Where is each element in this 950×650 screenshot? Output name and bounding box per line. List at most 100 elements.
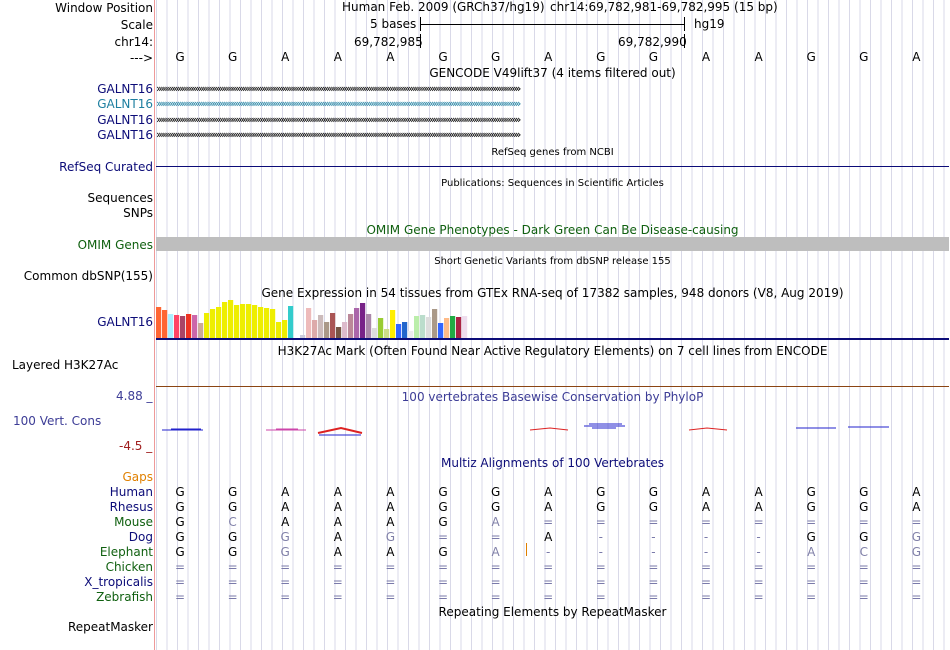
gencode-transcript-3[interactable]: ››››››››››››››››››››››››››››››››››››››››… — [156, 115, 521, 125]
omim-label[interactable]: OMIM Genes — [77, 238, 153, 252]
gtex-tissue-bar[interactable] — [414, 316, 420, 338]
gtex-tissue-bar[interactable] — [462, 316, 468, 338]
scale-label[interactable]: Scale — [120, 18, 153, 32]
species-label-mouse[interactable]: Mouse — [114, 515, 153, 529]
gtex-tissue-bar[interactable] — [318, 315, 324, 338]
gtex-tissue-bar[interactable] — [198, 323, 204, 338]
gencode-transcript-4[interactable]: ››››››››››››››››››››››››››››››››››››››››… — [156, 130, 521, 140]
gtex-tissue-bar[interactable] — [162, 310, 168, 338]
gtex-tissue-bar[interactable] — [276, 322, 282, 338]
gtex-tissue-bar[interactable] — [450, 316, 456, 338]
gencode-label-2[interactable]: GALNT16 — [97, 97, 153, 111]
chr-label[interactable]: chr14: — [114, 35, 153, 49]
gtex-tissue-bar[interactable] — [264, 308, 270, 338]
gtex-tissue-bar[interactable] — [306, 308, 312, 338]
ruler-base: A — [912, 50, 921, 64]
gtex-tissue-bar[interactable] — [336, 327, 342, 338]
gtex-tissue-bar[interactable] — [354, 308, 360, 338]
gencode-label-1[interactable]: GALNT16 — [97, 82, 153, 96]
multiz-title[interactable]: Multiz Alignments of 100 Vertebrates — [440, 456, 665, 470]
gtex-tissue-bar[interactable] — [330, 313, 336, 338]
gtex-tissue-bar[interactable] — [180, 316, 186, 338]
gtex-tissue-bar[interactable] — [258, 307, 264, 338]
gtex-tissue-bar[interactable] — [372, 328, 378, 338]
publications-label-sequences[interactable]: Sequences — [87, 191, 153, 205]
gtex-tissue-bar[interactable] — [156, 307, 162, 338]
gtex-tissue-bar[interactable] — [426, 317, 432, 338]
phylop-label[interactable]: 100 Vert. Cons — [13, 414, 102, 428]
species-label-rhesus[interactable]: Rhesus — [109, 500, 153, 514]
phylop-title[interactable]: 100 vertebrates Basewise Conservation by… — [401, 390, 704, 404]
species-label-x_tropicalis[interactable]: X_tropicalis — [84, 575, 153, 589]
omim-feature-bar[interactable] — [156, 237, 949, 251]
gencode-label-3[interactable]: GALNT16 — [97, 113, 153, 127]
repeatmasker-title[interactable]: Repeating Elements by RepeatMasker — [438, 605, 667, 619]
gtex-tissue-bar[interactable] — [288, 306, 294, 338]
gtex-tissue-bar[interactable] — [204, 313, 210, 338]
gtex-tissue-bar[interactable] — [444, 318, 450, 338]
gtex-tissue-bar[interactable] — [174, 315, 180, 338]
gtex-tissue-bar[interactable] — [252, 305, 258, 338]
species-label-zebrafish[interactable]: Zebrafish — [96, 590, 153, 604]
alignment-base: G — [859, 500, 869, 514]
gaps-label[interactable]: Gaps — [122, 470, 153, 484]
gtex-tissue-bar[interactable] — [270, 309, 276, 338]
gencode-title[interactable]: GENCODE V49lift37 (4 items filtered out) — [429, 66, 676, 80]
gtex-title[interactable]: Gene Expression in 54 tissues from GTEx … — [261, 286, 844, 300]
gtex-tissue-bar[interactable] — [192, 315, 198, 338]
gtex-tissue-bar[interactable] — [216, 307, 222, 338]
gtex-tissue-bar[interactable] — [360, 303, 366, 338]
gtex-tissue-bar[interactable] — [324, 322, 330, 338]
gtex-tissue-bar[interactable] — [342, 322, 348, 338]
gtex-tissue-bar[interactable] — [186, 314, 192, 338]
gtex-tissue-bar[interactable] — [432, 309, 438, 338]
omim-title[interactable]: OMIM Gene Phenotypes - Dark Green Can Be… — [366, 223, 739, 237]
gtex-bar-chart[interactable] — [156, 298, 949, 341]
gtex-tissue-bar[interactable] — [312, 320, 318, 338]
gtex-tissue-bar[interactable] — [240, 304, 246, 338]
coordinates-text: chr14:69,782,981-69,782,995 (15 bp) — [550, 0, 778, 14]
gtex-label[interactable]: GALNT16 — [97, 315, 153, 329]
species-label-human[interactable]: Human — [109, 485, 153, 499]
gtex-tissue-bar[interactable] — [246, 304, 252, 338]
gtex-tissue-bar[interactable] — [234, 305, 240, 338]
publications-label-snps[interactable]: SNPs — [123, 206, 153, 220]
gtex-tissue-bar[interactable] — [396, 324, 402, 338]
refseq-label[interactable]: RefSeq Curated — [59, 160, 153, 174]
gtex-tissue-bar[interactable] — [456, 317, 462, 338]
dbsnp-title[interactable]: Short Genetic Variants from dbSNP releas… — [434, 256, 671, 267]
gencode-label-4[interactable]: GALNT16 — [97, 128, 153, 142]
gtex-tissue-bar[interactable] — [384, 329, 390, 338]
gencode-transcript-1[interactable]: ››››››››››››››››››››››››››››››››››››››››… — [156, 84, 521, 94]
species-label-chicken[interactable]: Chicken — [105, 560, 153, 574]
refseq-gene-line[interactable] — [156, 166, 949, 167]
gtex-tissue-bar[interactable] — [300, 335, 306, 338]
strand-arrow-label[interactable]: ---> — [129, 51, 153, 65]
publications-title[interactable]: Publications: Sequences in Scientific Ar… — [441, 178, 664, 189]
gtex-tissue-bar[interactable] — [408, 331, 414, 338]
gtex-tissue-bar[interactable] — [438, 323, 444, 338]
h3k27ac-label[interactable]: Layered H3K27Ac — [12, 358, 119, 372]
gtex-tissue-bar[interactable] — [378, 318, 384, 338]
gtex-tissue-bar[interactable] — [168, 314, 174, 338]
gtex-tissue-bar[interactable] — [228, 300, 234, 338]
gtex-tissue-bar[interactable] — [402, 322, 408, 338]
gtex-tissue-bar[interactable] — [420, 315, 426, 338]
gtex-tissue-bar[interactable] — [222, 302, 228, 338]
gtex-tissue-bar[interactable] — [210, 309, 216, 338]
gtex-tissue-bar[interactable] — [348, 314, 354, 338]
gtex-tissue-bar[interactable] — [366, 314, 372, 338]
gtex-tissue-bar[interactable] — [294, 336, 300, 338]
gtex-tissue-bar[interactable] — [390, 310, 396, 338]
gtex-tissue-bar[interactable] — [282, 320, 288, 338]
gencode-transcript-2[interactable]: ››››››››››››››››››››››››››››››››››››››››… — [156, 99, 521, 109]
species-label-elephant[interactable]: Elephant — [99, 545, 153, 559]
phylop-conservation-plot[interactable] — [156, 418, 949, 440]
alignment-base: G — [227, 500, 238, 514]
repeatmasker-label[interactable]: RepeatMasker — [67, 620, 153, 634]
window-position-label[interactable]: Window Position — [55, 1, 153, 15]
refseq-title[interactable]: RefSeq genes from NCBI — [491, 147, 614, 158]
h3k27ac-title[interactable]: H3K27Ac Mark (Often Found Near Active Re… — [277, 344, 828, 358]
dbsnp-label[interactable]: Common dbSNP(155) — [23, 269, 153, 283]
species-label-dog[interactable]: Dog — [128, 530, 153, 544]
